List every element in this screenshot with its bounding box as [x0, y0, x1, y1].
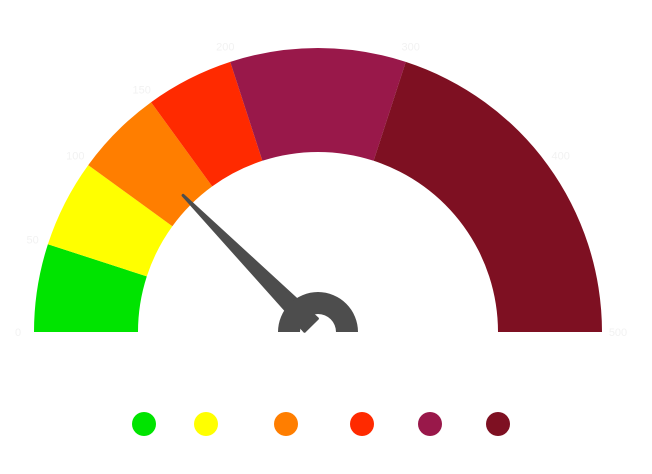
legend-swatch-5 — [486, 412, 510, 436]
gauge-needle — [181, 193, 358, 333]
tick-label-1: 50 — [27, 234, 39, 246]
gauge-tick-labels: 0 50 100 150 200 300 400 500 — [15, 42, 627, 339]
gauge-band-3 — [151, 61, 263, 187]
legend-swatch-3 — [350, 412, 374, 436]
gauge-band-1 — [47, 165, 173, 277]
gauge-bands — [34, 48, 602, 332]
gauge-band-4 — [230, 48, 406, 161]
legend-swatch-0 — [132, 412, 156, 436]
needle-hub — [278, 292, 358, 332]
legend — [0, 406, 652, 436]
tick-label-6: 400 — [552, 151, 570, 163]
tick-label-4: 200 — [216, 42, 234, 54]
tick-label-5: 300 — [402, 42, 420, 54]
tick-label-7: 500 — [609, 327, 627, 339]
legend-swatch-1 — [194, 412, 218, 436]
gauge-band-5 — [373, 61, 602, 332]
legend-swatch-4 — [418, 412, 442, 436]
tick-label-2: 100 — [66, 151, 84, 163]
gauge-band-2 — [88, 102, 213, 227]
gauge-band-0 — [34, 244, 147, 332]
tick-label-0: 0 — [15, 327, 21, 339]
needle-pointer — [181, 193, 319, 333]
legend-swatch-2 — [274, 412, 298, 436]
tick-label-3: 150 — [132, 84, 150, 96]
